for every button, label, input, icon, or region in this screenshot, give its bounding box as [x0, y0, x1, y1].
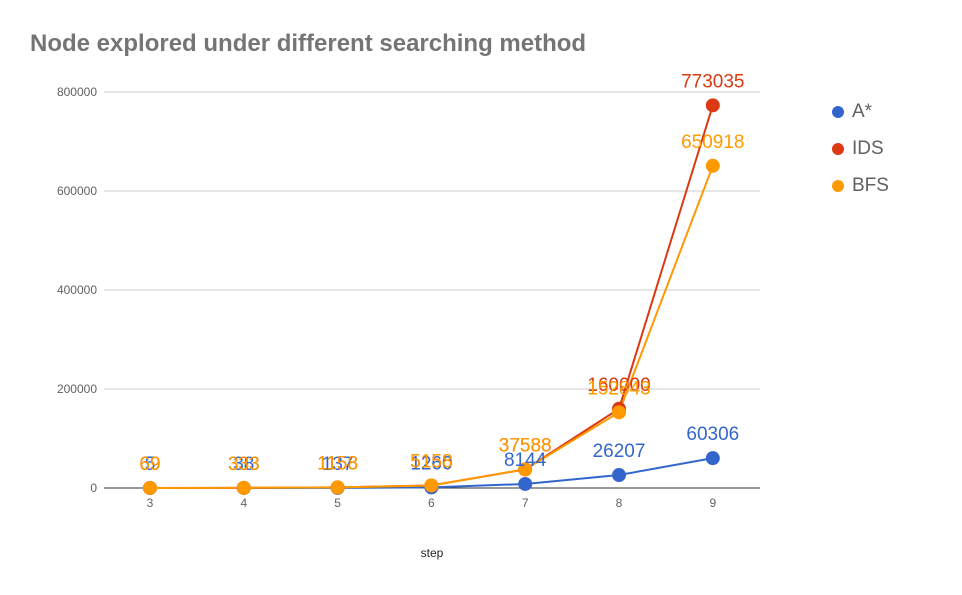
data-label-ids: 160000: [587, 375, 650, 396]
y-tick-label: 0: [90, 481, 97, 495]
legend-item-bfs[interactable]: BFS: [832, 167, 889, 204]
gridlines: [104, 91, 760, 390]
data-point-bfs[interactable]: [705, 158, 720, 173]
x-axis-tick-labels: 3 4 5 6 7 8 9: [147, 496, 717, 510]
data-point-bfs[interactable]: [330, 480, 345, 495]
legend-label-astar: A*: [852, 100, 873, 122]
data-label-bfs: 650918: [681, 132, 744, 153]
data-label-astar: 8144: [504, 450, 547, 471]
legend-label-ids: IDS: [852, 137, 884, 159]
data-label-bfs: 69: [139, 454, 160, 475]
data-point-astar[interactable]: [705, 451, 720, 466]
data-label-bfs: 5158: [410, 451, 452, 472]
series-points: [143, 98, 720, 495]
legend-item-astar[interactable]: A*: [832, 93, 889, 130]
data-point-bfs[interactable]: [424, 478, 439, 493]
data-label-astar: 26207: [593, 441, 646, 462]
x-axis-title: step: [421, 546, 444, 560]
legend-marker-astar: [832, 105, 844, 118]
y-tick-label: 600000: [57, 184, 97, 198]
data-label-ids: 5158: [410, 451, 452, 472]
legend: A* IDS BFS: [832, 93, 889, 204]
x-tick-label: 6: [428, 496, 435, 510]
series-line-ids: [149, 105, 714, 489]
data-labels: 5 38 137 1260 8144 26207 60306 69 333 1158 5158 375…: [139, 71, 744, 475]
y-tick-label: 400000: [57, 283, 97, 297]
series-lines: [149, 105, 714, 489]
data-label-bfs: 333: [228, 454, 260, 475]
series-line-bfs: [149, 165, 714, 489]
y-tick-label: 200000: [57, 382, 97, 396]
data-label-ids: 69: [139, 454, 160, 475]
data-label-astar: 1260: [410, 453, 452, 474]
x-tick-label: 4: [240, 496, 247, 510]
data-label-bfs: 1158: [317, 453, 358, 474]
legend-label-bfs: BFS: [852, 174, 889, 196]
data-point-astar[interactable]: [612, 468, 626, 483]
legend-marker-bfs: [832, 179, 844, 192]
x-tick-label: 9: [709, 496, 716, 510]
data-point-astar[interactable]: [518, 476, 533, 491]
data-label-ids: 37588: [499, 435, 552, 456]
data-label-astar: 5: [145, 454, 156, 475]
data-point-bfs[interactable]: [612, 405, 626, 420]
data-point-bfs[interactable]: [518, 462, 533, 477]
data-point-ids[interactable]: [705, 98, 720, 113]
data-label-ids: 333: [228, 454, 260, 475]
data-label-bfs: 37588: [499, 435, 552, 456]
legend-item-ids[interactable]: IDS: [832, 130, 889, 167]
data-point-bfs[interactable]: [143, 480, 157, 495]
data-label-bfs: 152843: [587, 378, 650, 399]
x-tick-label: 3: [147, 496, 154, 510]
data-label-ids: 1158: [317, 453, 358, 474]
y-axis-tick-labels: 0 200000 400000 600000 800000: [57, 85, 97, 495]
x-tick-label: 5: [334, 496, 341, 510]
data-point-bfs[interactable]: [236, 480, 251, 495]
legend-marker-ids: [832, 142, 844, 155]
data-label-ids: 773035: [681, 71, 744, 92]
y-tick-label: 800000: [57, 85, 97, 99]
data-label-astar: 60306: [686, 424, 739, 445]
chart-title: Node explored under different searching …: [30, 30, 587, 57]
x-tick-label: 8: [616, 496, 623, 510]
data-label-astar: 38: [233, 454, 254, 475]
data-label-astar: 137: [322, 454, 354, 475]
x-tick-label: 7: [522, 496, 529, 510]
